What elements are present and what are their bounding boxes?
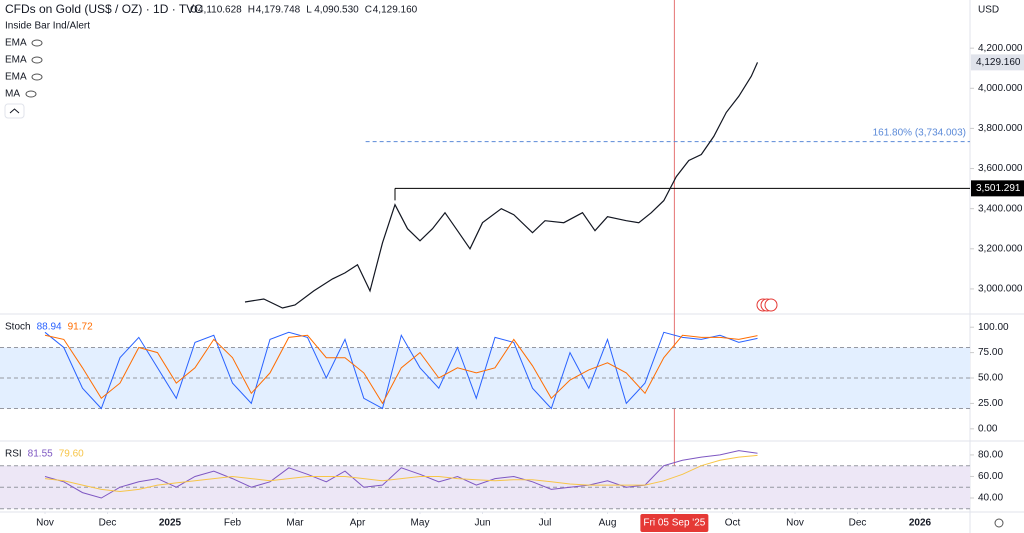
pane-name: Stoch (5, 322, 31, 333)
x-tick-label: 2026 (909, 518, 932, 529)
visibility-icon (31, 56, 43, 64)
x-tick-label: 2025 (159, 518, 182, 529)
price-line (244, 62, 759, 309)
indicator-name: EMA (5, 38, 27, 49)
indicator-name: MA (5, 89, 20, 100)
symbol-title: CFDs on Gold (US$ / OZ) · 1D · TVC (5, 2, 203, 16)
ohlc-value: 4,129.160 (373, 5, 418, 16)
ohlc-value: 4,179.748 (256, 5, 301, 16)
y-tick-label: 3,000.000 (978, 284, 1023, 295)
rsi-line (44, 450, 758, 499)
price-pane (244, 62, 970, 309)
y-tick-label: 4,200.000 (978, 43, 1023, 54)
ohlc-value: 4,110.628 (198, 5, 242, 16)
y-tick-label: 75.00 (978, 347, 1003, 358)
last-price-label: 4,129.160 (976, 57, 1021, 68)
visibility-icon (31, 73, 43, 81)
y-tick-label: 4,000.000 (978, 83, 1023, 94)
collapse-button[interactable] (4, 103, 25, 119)
legend-value: 88.94 (37, 322, 62, 333)
y-tick-label: 50.00 (978, 373, 1003, 384)
hline-tag-label: 3,501.291 (976, 183, 1021, 194)
ohlc-key: H (248, 5, 255, 16)
visibility-icon (31, 39, 43, 47)
indicator-name: EMA (5, 72, 27, 83)
last-price-tag (971, 54, 1024, 71)
y-tick-label: 3,400.000 (978, 203, 1023, 214)
rsi-line (44, 454, 758, 493)
stoch-line (44, 334, 758, 405)
y-tick-label: 3,800.000 (978, 123, 1023, 134)
legend-value: 79.60 (59, 449, 84, 460)
legend-value: 91.72 (68, 322, 93, 333)
y-tick-label: 25.00 (978, 398, 1003, 409)
y-tick-label: 60.00 (978, 471, 1003, 482)
ohlc-key: O (190, 5, 198, 16)
y-tick-label: 100.00 (978, 322, 1009, 333)
pane-name: RSI (5, 449, 22, 460)
y-tick-label: 3,200.000 (978, 243, 1023, 254)
ohlc-value: 4,090.530 (314, 5, 359, 16)
x-tick-label: Feb (224, 518, 242, 529)
stoch-line (44, 331, 758, 410)
x-tick-label: Dec (99, 518, 117, 529)
y-tick-label: 3,600.000 (978, 163, 1023, 174)
indicator-name: EMA (5, 55, 27, 66)
x-tick-label: Jul (539, 518, 552, 529)
crosshair-tag (640, 514, 709, 532)
indicator-name: Inside Bar Ind/Alert (5, 21, 90, 32)
hline-tag (971, 180, 1024, 197)
x-tick-label: Nov (786, 518, 804, 529)
crosshair-label: Fri 05 Sep '25 (643, 518, 705, 529)
legend-value: 81.55 (28, 449, 53, 460)
currency[interactable]: USD (978, 5, 999, 16)
flag-icons (756, 298, 778, 312)
x-tick-label: May (411, 518, 430, 529)
x-tick-label: Dec (849, 518, 867, 529)
x-tick-label: Apr (350, 518, 366, 529)
x-tick-label: Aug (599, 518, 617, 529)
ohlc-key: C (365, 5, 372, 16)
visibility-icon (25, 90, 37, 98)
x-tick-label: Jun (474, 518, 490, 529)
x-tick-label: Mar (286, 518, 304, 529)
y-tick-label: 80.00 (978, 450, 1003, 461)
y-tick-label: 40.00 (978, 493, 1003, 504)
currency-box[interactable] (982, 1, 1020, 19)
x-tick-label: Oct (725, 518, 741, 529)
y-tick-label: 0.00 (978, 423, 998, 434)
settings-icon[interactable] (994, 518, 1004, 528)
ohlc-key: L (306, 5, 312, 16)
x-tick-label: Nov (36, 518, 54, 529)
fib-label: 161.80% (3,734.003) (873, 127, 966, 138)
collapse-icon[interactable] (9, 108, 20, 114)
